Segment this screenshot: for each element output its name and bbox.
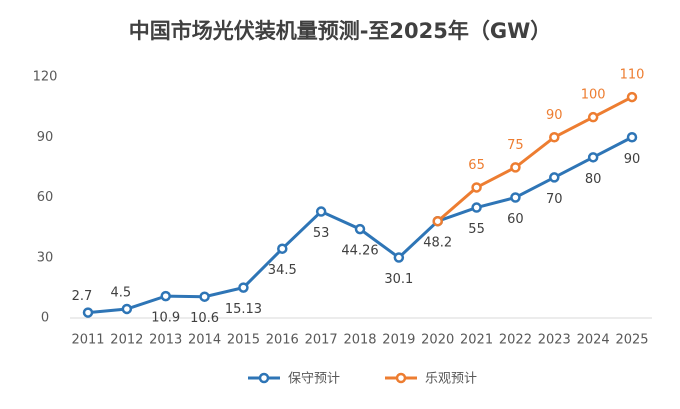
legend-marker (258, 372, 270, 384)
x-tick-label: 2012 (110, 333, 143, 348)
x-tick-label: 2016 (266, 333, 299, 348)
point (160, 290, 171, 302)
data-label: 30.1 (384, 272, 413, 287)
data-label: 70 (546, 192, 563, 207)
y-tick-label: 0 (41, 311, 49, 326)
point (121, 303, 133, 315)
legend-marker (395, 372, 407, 384)
y-tick-label: 90 (37, 130, 54, 145)
data-label: 15.13 (225, 302, 262, 317)
data-label: 44.26 (341, 244, 378, 259)
data-label: 53 (313, 226, 330, 241)
point (393, 252, 405, 263)
x-tick-label: 2017 (305, 333, 338, 348)
x-tick-label: 2024 (577, 333, 610, 348)
x-tick-label: 2019 (382, 333, 415, 348)
point (315, 206, 327, 217)
data-label: 75 (507, 138, 524, 153)
y-tick-label: 60 (37, 190, 54, 205)
x-tick-label: 2018 (343, 333, 376, 348)
x-tick-label: 2025 (615, 333, 648, 348)
point (549, 132, 560, 143)
point (587, 111, 599, 123)
data-label: 90 (546, 108, 563, 123)
x-tick-label: 2023 (538, 333, 571, 348)
point (82, 307, 94, 318)
point (354, 223, 366, 235)
data-label: 100 (581, 88, 606, 103)
point (432, 215, 443, 227)
point (471, 202, 482, 213)
data-label: 110 (620, 68, 645, 83)
y-tick-label: 120 (33, 70, 58, 85)
data-label: 48.2 (423, 236, 452, 251)
data-label: 80 (585, 172, 602, 187)
data-label: 4.5 (111, 285, 132, 300)
data-label: 34.5 (268, 263, 297, 278)
x-tick-label: 2022 (499, 333, 532, 348)
data-label: 55 (468, 222, 485, 237)
x-tick-label: 2013 (149, 333, 182, 348)
point (277, 243, 288, 254)
chart-title: 中国市场光伏装机量预测-至2025年（GW） (129, 19, 552, 43)
x-tick-label: 2011 (71, 333, 104, 348)
data-label: 2.7 (72, 289, 93, 304)
data-label: 60 (507, 212, 524, 227)
point (626, 91, 638, 103)
point (199, 291, 210, 302)
point (587, 152, 599, 163)
point (626, 132, 638, 143)
data-label: 10.6 (190, 311, 219, 326)
x-tick-label: 2014 (188, 333, 221, 348)
series-line (436, 95, 633, 223)
x-tick-label: 2020 (421, 333, 454, 348)
point (471, 182, 482, 193)
data-label: 65 (468, 158, 485, 173)
point (510, 192, 521, 203)
legend-label: 保守预计 (288, 372, 340, 387)
point (549, 172, 560, 183)
point (510, 162, 521, 173)
data-label: 90 (624, 152, 641, 167)
legend-label: 乐观预计 (425, 372, 477, 387)
data-label: 10.9 (151, 311, 180, 326)
y-tick-label: 30 (37, 250, 54, 265)
point (238, 282, 249, 293)
x-tick-label: 2015 (227, 333, 260, 348)
x-tick-label: 2021 (460, 333, 493, 348)
